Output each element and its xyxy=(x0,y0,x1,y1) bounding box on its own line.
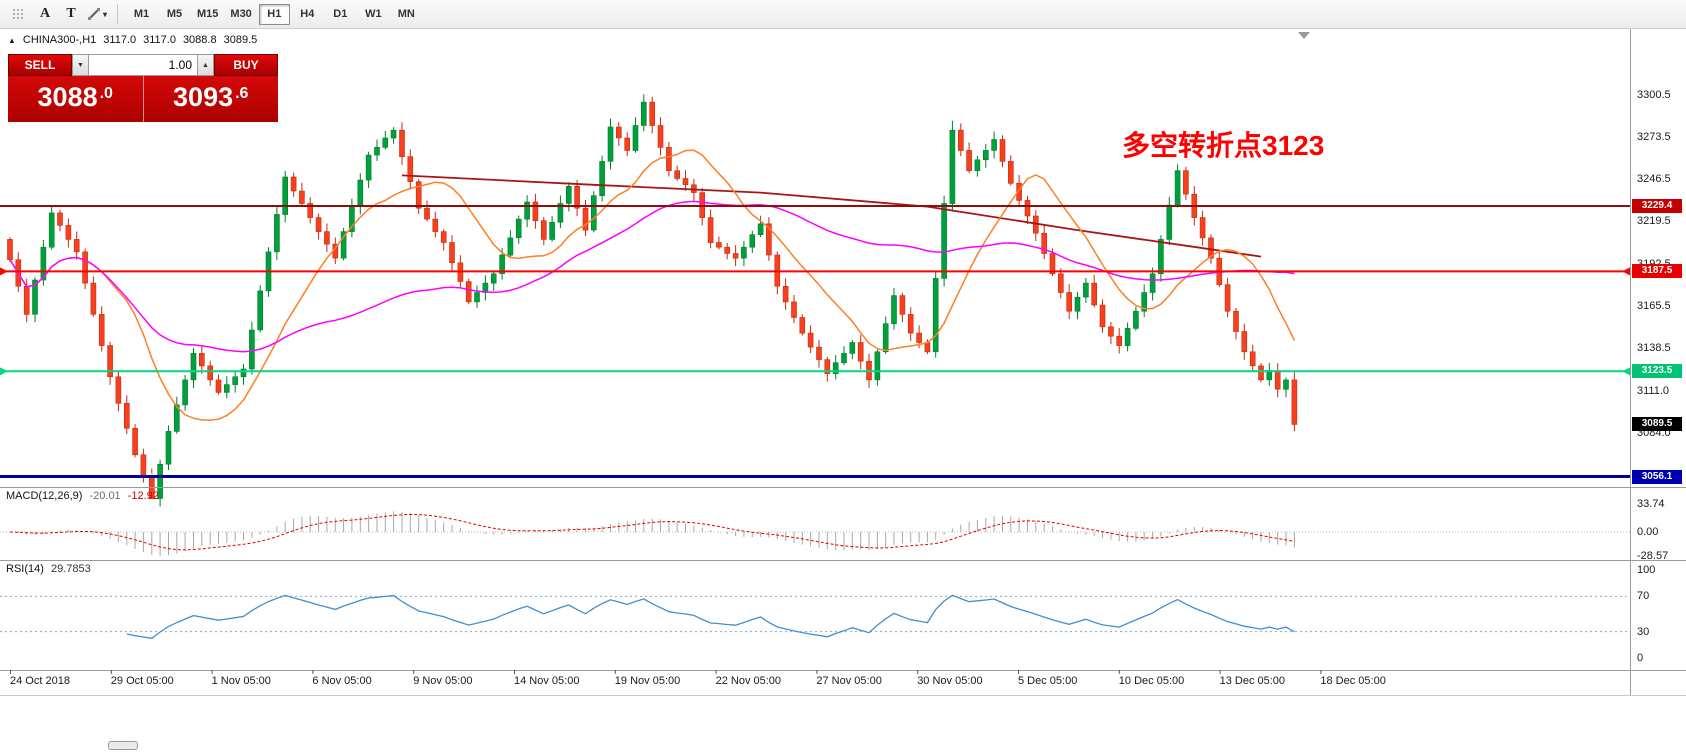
timeframe-button-h4[interactable]: H4 xyxy=(292,4,323,25)
open-value: 3117.0 xyxy=(103,34,137,46)
toolbar-separator xyxy=(117,4,118,24)
trade-panel-prices: 3088 .0 3093 .6 xyxy=(8,76,278,122)
macd-indicator-label: MACD(12,26,9) -20.01 -12.92 xyxy=(6,490,159,502)
rsi-title: RSI(14) xyxy=(6,563,44,575)
timeframe-button-d1[interactable]: D1 xyxy=(325,4,356,25)
volume-up-button[interactable]: ▲ xyxy=(197,54,214,76)
sell-price[interactable]: 3088 .0 xyxy=(8,76,144,122)
chart-ohlc-header: ▲ CHINA300-,H1 3117.0 3117.0 3088.8 3089… xyxy=(8,34,257,46)
slow-ma-line xyxy=(9,200,1295,353)
timeframe-button-mn[interactable]: MN xyxy=(391,4,422,25)
rsi-value: 29.7853 xyxy=(50,563,91,575)
trendline-icon xyxy=(87,8,100,20)
rsi-indicator xyxy=(0,594,1630,639)
candlesticks xyxy=(7,94,1298,507)
macd-signal-value: -12.92 xyxy=(127,490,159,502)
timeframe-button-m5[interactable]: M5 xyxy=(159,4,190,25)
chart-canvas[interactable] xyxy=(0,29,1686,751)
chart-shift-marker xyxy=(1298,32,1310,39)
macd-indicator xyxy=(0,511,1630,556)
grip-dots-icon xyxy=(13,9,23,19)
buy-price[interactable]: 3093 .6 xyxy=(143,76,278,122)
text-annotation-tool-button[interactable]: A xyxy=(32,3,58,25)
timeframe-button-m30[interactable]: M30 xyxy=(225,4,256,25)
low-value: 3088.8 xyxy=(182,34,217,46)
hline-3187.5 xyxy=(0,267,1630,276)
chart-annotation-text: 多空转折点3123 xyxy=(1122,130,1325,161)
toolbar-grip-icon xyxy=(4,2,32,26)
chart-canvas-host[interactable] xyxy=(0,29,1686,751)
macd-title: MACD(12,26,9) xyxy=(6,490,83,502)
bottom-scrollbar-thumb[interactable] xyxy=(108,741,138,750)
timeframe-group: M1 M5 M15 M30 H1 H4 D1 W1 MN xyxy=(125,3,423,25)
macd-main-value: -20.01 xyxy=(89,490,121,502)
sell-button[interactable]: SELL xyxy=(8,54,72,76)
collapse-panel-icon[interactable]: ▲ xyxy=(8,35,16,45)
panel-dividers xyxy=(0,29,1686,696)
volume-down-button[interactable]: ▼ xyxy=(72,54,89,76)
high-value: 3117.0 xyxy=(143,34,176,46)
timeframe-button-w1[interactable]: W1 xyxy=(358,4,389,25)
shapes-tool-button[interactable]: ▾ xyxy=(84,3,110,25)
chevron-down-icon: ▾ xyxy=(102,9,107,19)
timeframe-button-h1[interactable]: H1 xyxy=(258,3,290,25)
timeframe-button-m15[interactable]: M15 xyxy=(192,4,223,25)
hline-3123.5 xyxy=(0,367,1630,376)
timeframe-button-m1[interactable]: M1 xyxy=(126,4,157,25)
one-click-trading-panel: SELL ▼ ▲ BUY 3088 .0 3093 .6 xyxy=(8,54,278,122)
buy-price-decimal: .6 xyxy=(235,85,249,102)
volume-input[interactable] xyxy=(89,54,197,76)
chart-window[interactable]: ▲ CHINA300-,H1 3117.0 3117.0 3088.8 3089… xyxy=(0,29,1686,751)
rsi-indicator-label: RSI(14) 29.7853 xyxy=(6,563,91,575)
trade-panel-controls: SELL ▼ ▲ BUY xyxy=(8,54,278,76)
sell-price-big: 3088 xyxy=(37,82,98,112)
fast-ma-line xyxy=(9,149,1296,421)
top-toolbar: A T ▾ M1 M5 M15 M30 H1 H4 D1 W1 MN xyxy=(0,0,1686,29)
close-value: 3089.5 xyxy=(223,34,258,46)
symbol-period-label: CHINA300-,H1 xyxy=(22,34,97,46)
text-label-tool-button[interactable]: T xyxy=(58,3,84,25)
sell-price-decimal: .0 xyxy=(99,85,113,102)
buy-button[interactable]: BUY xyxy=(214,54,278,76)
buy-price-big: 3093 xyxy=(173,82,234,112)
long-term-ma-line xyxy=(401,174,1262,258)
